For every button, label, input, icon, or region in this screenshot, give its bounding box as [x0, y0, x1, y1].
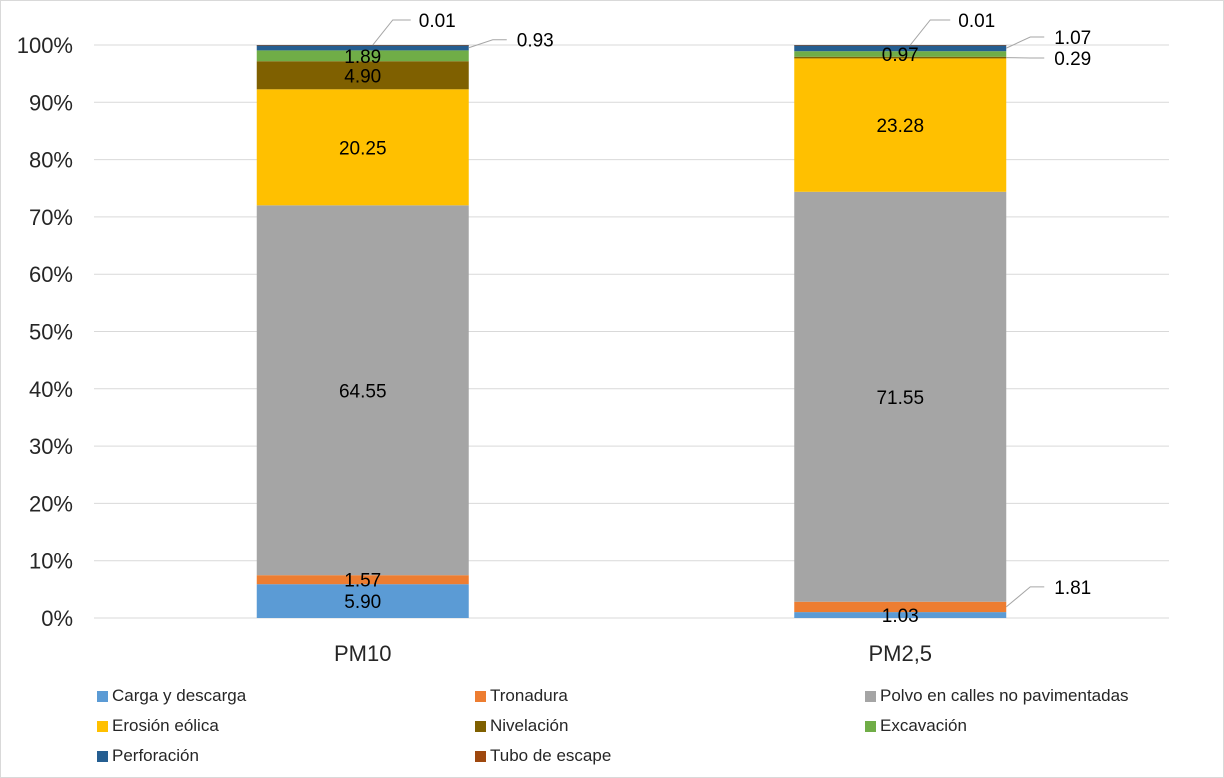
legend-item: Erosión eólica	[97, 714, 475, 738]
legend-swatch	[97, 750, 108, 762]
y-tick-label: 50%	[29, 320, 73, 345]
legend-swatch	[865, 690, 876, 702]
bar-segment	[256, 205, 469, 576]
bar-segment	[794, 56, 1007, 59]
legend-item: Carga y descarga	[97, 684, 475, 708]
data-label: 1.57	[344, 571, 381, 592]
legend-label: Carga y descarga	[112, 686, 247, 705]
data-label: 1.89	[344, 47, 381, 68]
bar-segment	[794, 51, 1007, 57]
y-tick-label: 100%	[17, 33, 73, 58]
bar-segment	[794, 58, 1007, 192]
y-tick-label: 80%	[29, 148, 73, 173]
x-category-label: PM2,5	[868, 641, 932, 666]
data-label: 0.93	[517, 31, 554, 52]
y-tick-label: 40%	[29, 377, 73, 402]
bar-segment	[256, 584, 469, 618]
bar-segment	[794, 45, 1007, 52]
y-tick-label: 30%	[29, 434, 73, 459]
data-label-leader	[909, 19, 951, 46]
data-label: 1.03	[882, 606, 919, 627]
bar-segment	[256, 575, 469, 585]
data-label: 23.28	[876, 116, 924, 137]
data-label: 1.07	[1054, 28, 1091, 49]
legend-swatch	[97, 720, 108, 732]
data-label-leader	[1005, 586, 1045, 608]
legend-item: Tubo de escape	[475, 744, 865, 768]
chart-legend: Carga y descarga Tronadura Polvo en calles…	[97, 684, 1207, 768]
legend-item: Nivelación	[475, 714, 865, 738]
legend-swatch	[865, 720, 876, 732]
bar-segment	[256, 89, 469, 206]
data-label: 0.29	[1054, 49, 1091, 70]
legend-swatch	[475, 690, 486, 702]
bar-segment	[256, 50, 469, 62]
legend-label: Polvo en calles no pavimentadas	[880, 686, 1129, 705]
legend-label: Nivelación	[490, 716, 569, 735]
legend-item: Tronadura	[475, 684, 865, 708]
data-label: 5.90	[344, 592, 381, 613]
bar-segment	[256, 45, 469, 51]
data-label: 1.81	[1054, 578, 1091, 599]
bar-segment	[794, 612, 1007, 618]
legend-label: Tronadura	[490, 686, 568, 705]
data-label-leader	[1006, 36, 1045, 49]
y-tick-label: 0%	[41, 606, 73, 631]
bar-segment	[794, 191, 1007, 602]
legend-item: Excavación	[865, 714, 1207, 738]
bar-segment	[256, 61, 469, 90]
legend-item: Perforación	[97, 744, 475, 768]
y-tick-label: 60%	[29, 262, 73, 287]
legend-swatch	[475, 750, 486, 762]
data-label: 0.01	[958, 11, 995, 32]
data-label: 4.90	[344, 66, 381, 87]
legend-swatch	[475, 720, 486, 732]
legend-label: Tubo de escape	[490, 746, 612, 765]
legend-label: Erosión eólica	[112, 716, 219, 735]
x-category-label: PM10	[334, 641, 391, 666]
bar-segment	[256, 45, 469, 46]
legend-label: Perforación	[112, 746, 199, 765]
y-tick-label: 70%	[29, 205, 73, 230]
legend-item: Polvo en calles no pavimentadas	[865, 684, 1207, 708]
data-label: 0.01	[419, 11, 456, 32]
data-label-leader	[468, 39, 507, 49]
legend-label: Excavación	[880, 716, 967, 735]
legend-swatch	[97, 690, 108, 702]
bar-segment	[794, 45, 1007, 46]
y-tick-label: 10%	[29, 549, 73, 574]
stacked-bar-chart: 0% 10% 20% 30% 40% 50% 60% 70% 80% 90% 100% 5.901.5…	[17, 11, 1169, 666]
data-label: 20.25	[339, 138, 387, 159]
data-label-leader	[372, 19, 411, 46]
data-label: 64.55	[339, 381, 387, 402]
bar-segment	[794, 601, 1007, 613]
y-tick-label: 90%	[29, 90, 73, 115]
y-tick-label: 20%	[29, 491, 73, 516]
data-label: 71.55	[876, 388, 924, 409]
data-label: 0.97	[882, 45, 919, 66]
